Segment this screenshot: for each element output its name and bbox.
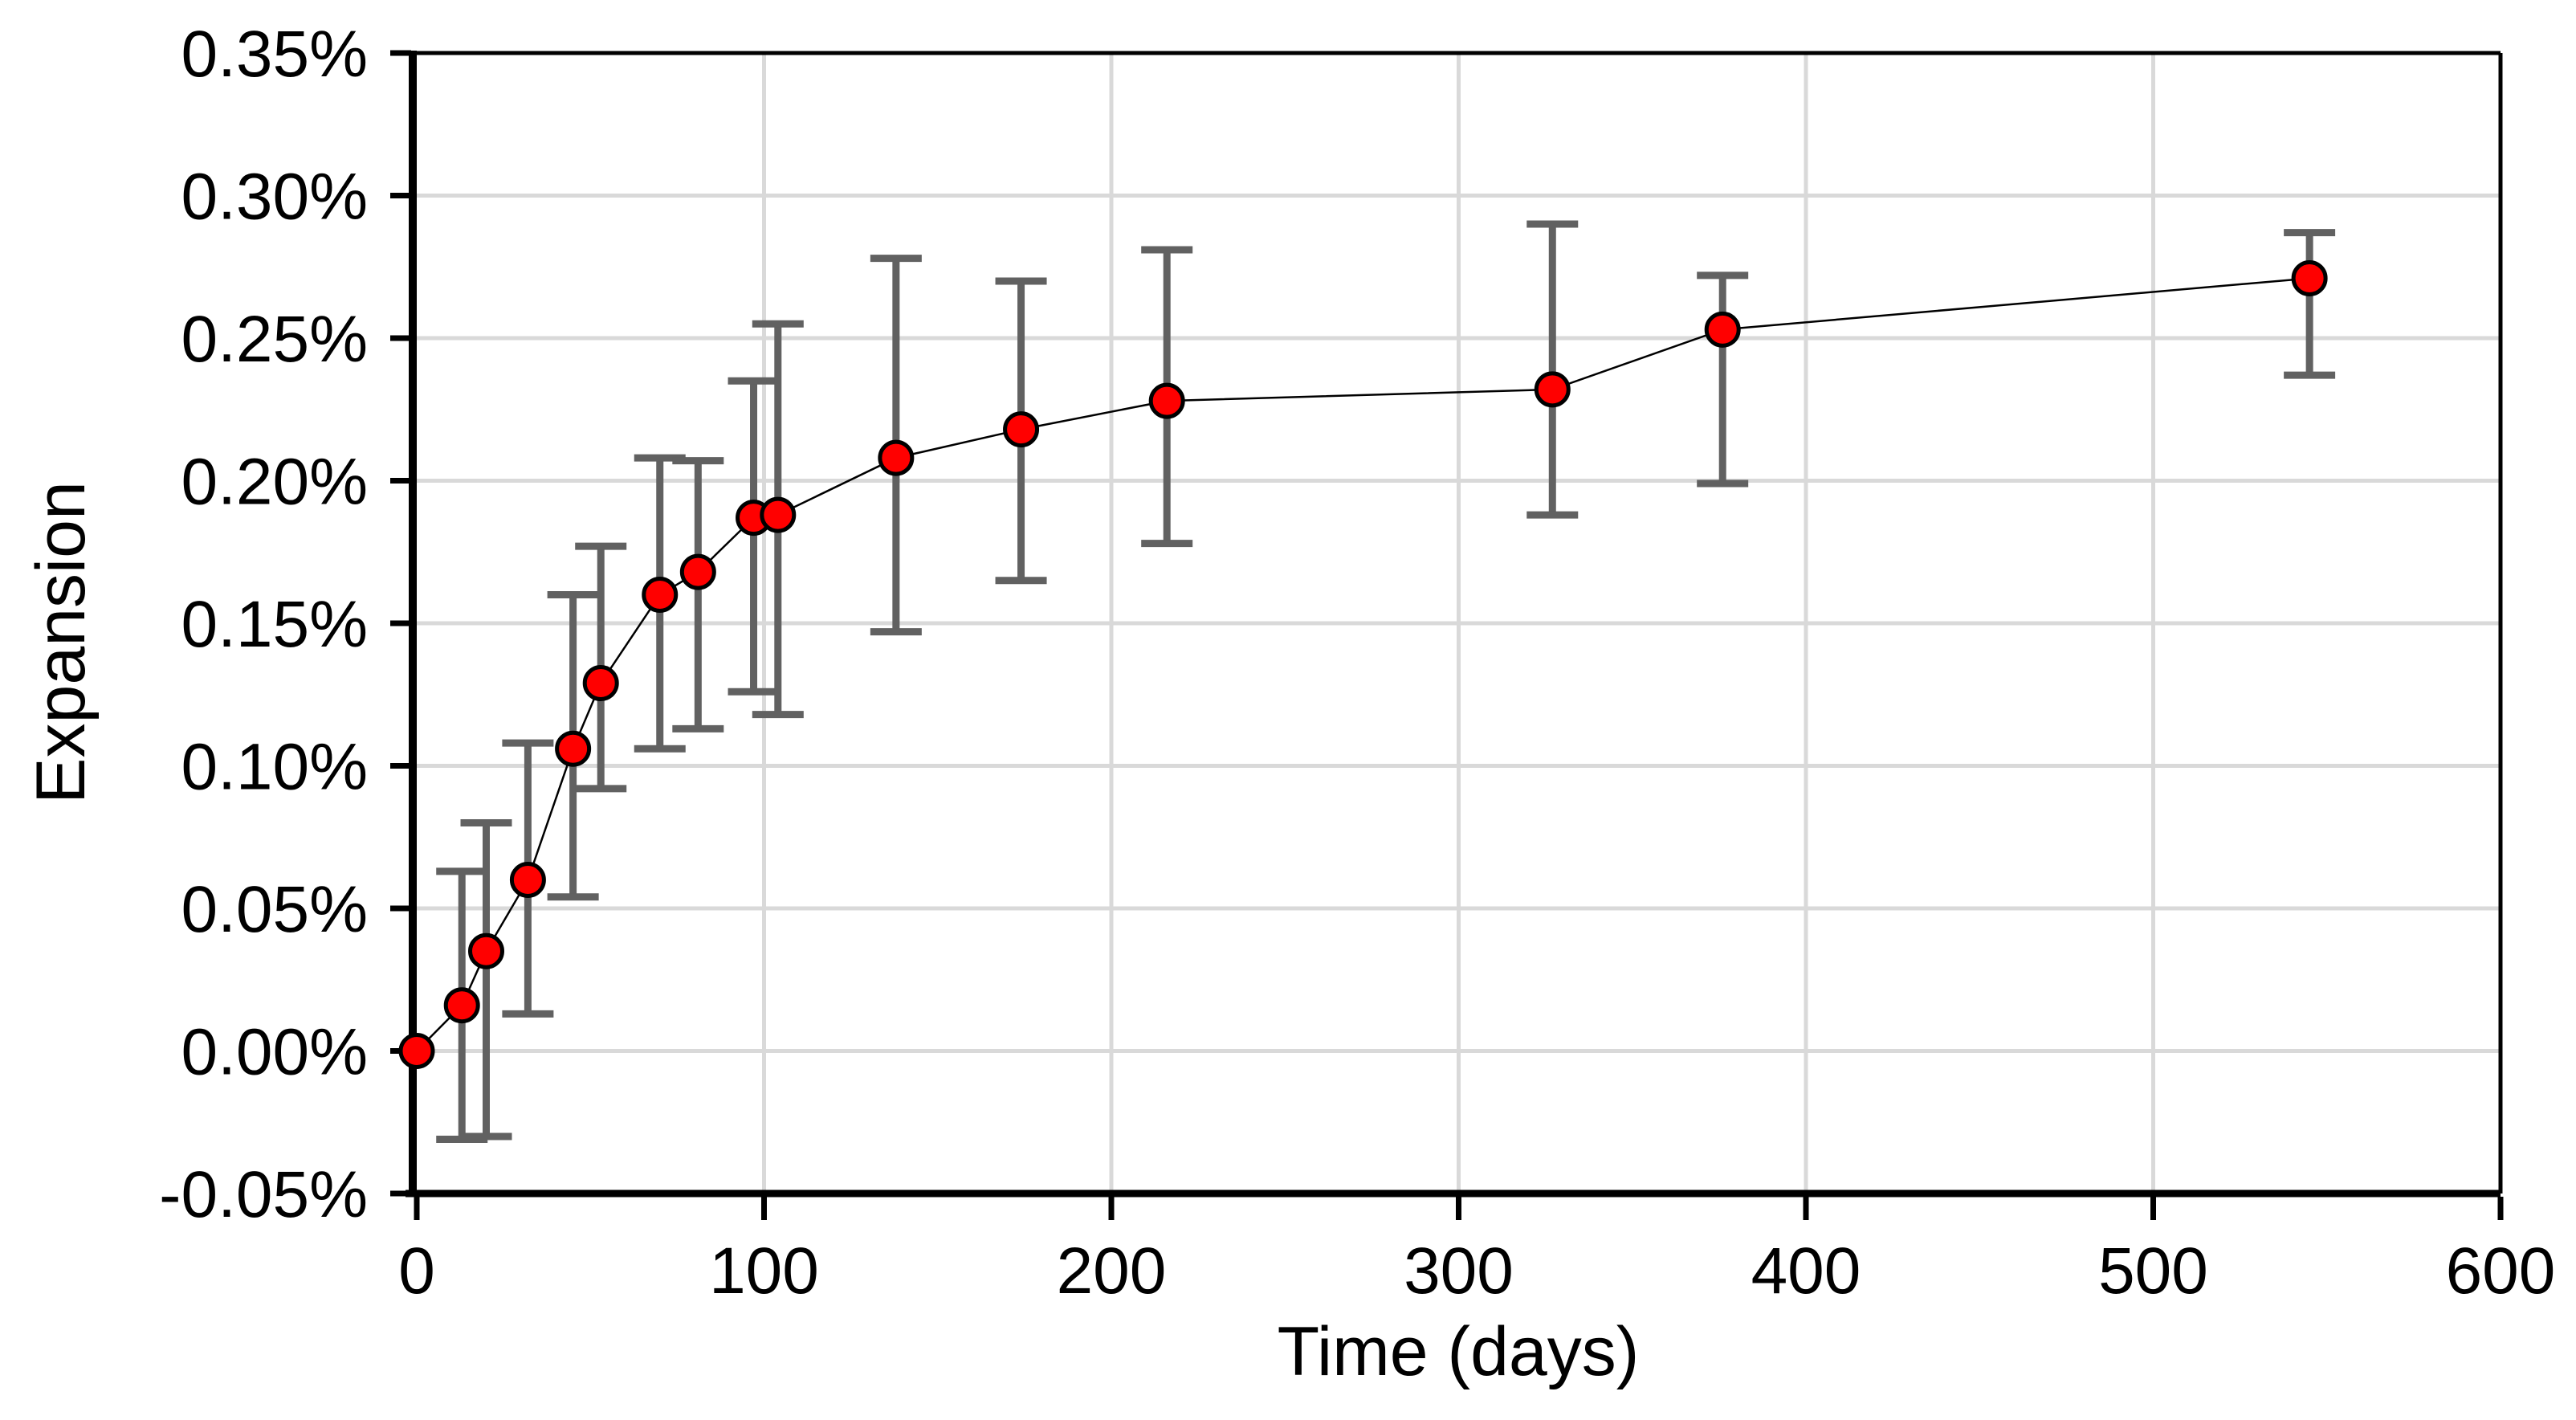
y-tick-label: -0.05% <box>159 1158 368 1231</box>
x-tick-label: 0 <box>398 1234 435 1308</box>
x-axis-title: Time (days) <box>1278 1313 1640 1390</box>
y-tick-label: 0.20% <box>181 446 368 519</box>
data-point-marker <box>878 439 915 476</box>
y-tick-label: 0.15% <box>181 588 368 661</box>
tick-labels-layer: 0.35% 0.30% 0.25% 0.20% 0.15% 0.10% 0.05% 0.00%… <box>159 18 2555 1308</box>
x-tick-label: 500 <box>2098 1234 2208 1308</box>
axes-frame-layer <box>406 51 2503 1198</box>
data-point-marker <box>468 932 504 969</box>
series-line <box>416 277 2310 1052</box>
data-point-marker <box>443 987 480 1024</box>
data-point-marker <box>1704 311 1741 348</box>
y-axis-title: Expansion <box>22 481 100 804</box>
axis-ticks-layer <box>390 50 2504 1220</box>
data-point-marker <box>760 496 797 533</box>
y-tick-label: 0.00% <box>181 1016 368 1089</box>
data-point-marker <box>1148 382 1185 419</box>
data-point-marker <box>509 862 546 898</box>
gridlines-layer <box>417 53 2501 1194</box>
data-point-marker <box>2291 259 2328 296</box>
data-point-marker <box>555 730 592 767</box>
y-tick-label: 0.10% <box>181 731 368 804</box>
data-point-marker <box>679 553 716 590</box>
x-tick-label: 600 <box>2446 1234 2556 1308</box>
y-tick-label: 0.25% <box>181 303 368 376</box>
x-tick-label: 200 <box>1057 1234 1167 1308</box>
data-point-marker <box>398 1033 435 1069</box>
data-point-marker <box>1534 371 1571 408</box>
data-point-marker <box>582 665 619 702</box>
x-tick-label: 400 <box>1751 1234 1861 1308</box>
y-tick-label: 0.35% <box>181 18 368 91</box>
x-tick-label: 300 <box>1404 1234 1514 1308</box>
data-markers-layer <box>398 259 2328 1069</box>
data-point-marker <box>1003 411 1040 448</box>
y-tick-label: 0.05% <box>181 873 368 946</box>
x-tick-label: 100 <box>709 1234 819 1308</box>
y-tick-label: 0.30% <box>181 161 368 234</box>
error-bars-layer <box>436 220 2336 1144</box>
data-point-marker <box>642 577 679 613</box>
series-line-layer <box>416 277 2310 1052</box>
